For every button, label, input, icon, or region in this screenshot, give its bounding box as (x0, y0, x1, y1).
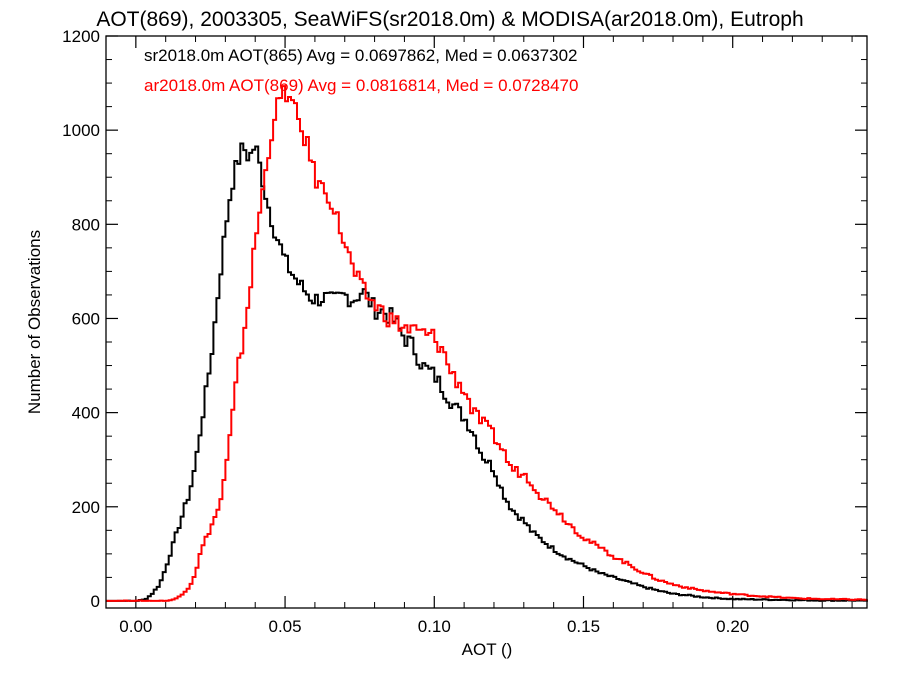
y-tick-label: 1200 (62, 27, 100, 46)
y-axis: 0 200 400 600 800 1000 1200 (62, 27, 867, 611)
y-tick-label: 800 (72, 215, 100, 234)
y-tick-label: 0 (91, 592, 100, 611)
plot-frame (105, 35, 868, 609)
y-tick-label: 600 (72, 309, 100, 328)
x-tick-label: 0.20 (716, 617, 749, 636)
y-tick-label: 400 (72, 404, 100, 423)
legend-entry-ar2018: ar2018.0m AOT(869) Avg = 0.0816814, Med … (144, 76, 578, 95)
x-tick-label: 0.10 (418, 617, 451, 636)
x-axis: 0.00 0.05 0.10 0.15 0.20 (105, 36, 853, 636)
y-axis-label: Number of Observations (25, 230, 44, 414)
chart-title: AOT(869), 2003305, SeaWiFS(sr2018.0m) & … (96, 8, 803, 31)
legend-entry-sr2018: sr2018.0m AOT(865) Avg = 0.0697862, Med … (144, 46, 578, 65)
y-tick-label: 1000 (62, 121, 100, 140)
series-layer (106, 85, 868, 602)
x-tick-label: 0.15 (567, 617, 600, 636)
x-tick-label: 0.05 (269, 617, 302, 636)
x-tick-label: 0.00 (119, 617, 152, 636)
y-tick-label: 200 (72, 498, 100, 517)
series-line-ar2018 (106, 85, 868, 602)
series-line-sr2018 (106, 142, 868, 602)
x-axis-label: AOT () (462, 640, 513, 659)
